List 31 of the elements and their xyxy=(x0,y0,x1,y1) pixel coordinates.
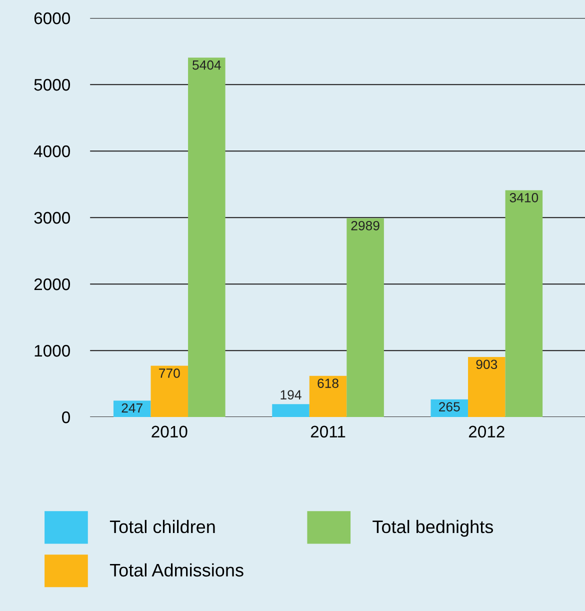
x-tick-label: 2010 xyxy=(152,426,188,438)
bar xyxy=(346,218,384,418)
bar xyxy=(505,190,543,418)
y-tick-label: 2000 xyxy=(34,278,70,290)
legend-label: Total children xyxy=(110,520,215,534)
legend-label: Total Admissions xyxy=(110,563,244,577)
y-tick-label: 5000 xyxy=(34,78,70,91)
bar xyxy=(309,376,347,418)
x-tick-label: 2011 xyxy=(310,426,346,438)
data-label: 3410 xyxy=(510,192,538,202)
x-tick-label: 2012 xyxy=(468,426,504,438)
data-label: 2989 xyxy=(351,220,380,230)
data-label: 618 xyxy=(318,378,338,388)
y-tick-label: 4000 xyxy=(34,145,70,158)
y-tick-label: 0 xyxy=(62,411,70,424)
legend-label: Total bednights xyxy=(372,520,494,537)
y-tick-label: 1000 xyxy=(34,344,70,357)
data-label: 265 xyxy=(439,402,460,412)
bar xyxy=(150,366,188,418)
data-label: 194 xyxy=(280,390,302,400)
data-label: 247 xyxy=(122,403,142,413)
data-label: 770 xyxy=(159,368,180,378)
bar xyxy=(430,399,468,418)
bar xyxy=(113,400,151,418)
data-label: 903 xyxy=(476,360,498,370)
data-label: 5404 xyxy=(192,60,221,70)
bar xyxy=(188,58,226,418)
y-tick-label: 3000 xyxy=(34,212,70,224)
bar xyxy=(272,404,310,418)
bar xyxy=(468,356,506,418)
y-tick-label: 6000 xyxy=(34,12,70,24)
